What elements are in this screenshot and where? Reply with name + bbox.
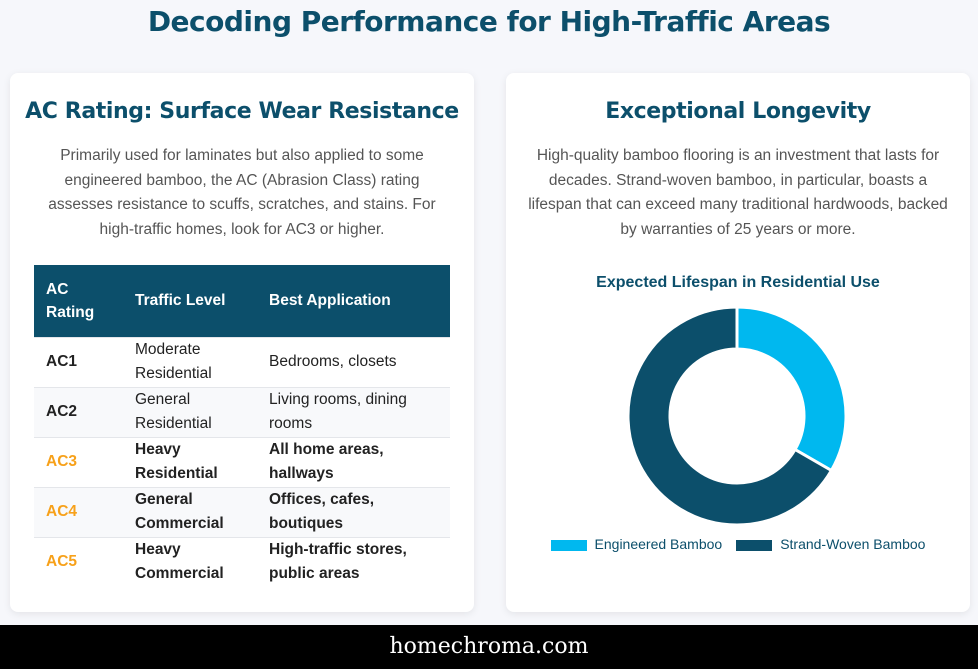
table-row: AC4 General Commercial Offices, cafes, bou… xyxy=(34,486,450,537)
chart-legend: Engineered Bamboo Strand-Woven Bamboo xyxy=(506,536,970,552)
table-row: AC2 General Residential Living rooms, dini… xyxy=(34,386,450,437)
legend-swatch xyxy=(550,539,587,551)
rating-cell: AC5 xyxy=(34,536,123,587)
card-heading: Exceptional Longevity xyxy=(605,99,871,124)
page-title: Decoding Performance for High-Traffic Ar… xyxy=(147,5,831,38)
card-body: High-quality bamboo flooring is an inves… xyxy=(528,147,948,238)
donut-chart xyxy=(626,305,848,527)
table-row: AC1 Moderate Residential Bedrooms, closets xyxy=(34,336,450,387)
application-cell: Offices, cafes, boutiques xyxy=(257,486,450,537)
legend-item[interactable]: Strand-Woven Bamboo xyxy=(736,536,925,552)
column-header: Traffic Level xyxy=(123,265,257,337)
ac-rating-card: AC Rating: Surface Wear Resistance Prima… xyxy=(10,73,474,612)
traffic-cell: General Residential xyxy=(123,386,257,437)
legend-label: Engineered Bamboo xyxy=(594,536,723,552)
traffic-cell: Heavy Commercial xyxy=(123,536,257,587)
application-cell: All home areas, hallways xyxy=(257,436,450,487)
longevity-card: Exceptional Longevity High-quality bambo… xyxy=(506,73,970,612)
card-body: Primarily used for laminates but also ap… xyxy=(48,147,436,238)
application-cell: Living rooms, dining rooms xyxy=(257,386,450,437)
table-row: AC5 Heavy Commercial High-traffic stores, … xyxy=(34,536,450,587)
traffic-cell: Moderate Residential xyxy=(123,336,257,387)
column-header: AC Rating xyxy=(34,265,123,337)
rating-cell: AC1 xyxy=(34,336,123,387)
column-header: Best Application xyxy=(257,265,450,337)
application-cell: Bedrooms, closets xyxy=(257,336,450,387)
card-heading: AC Rating: Surface Wear Resistance xyxy=(25,99,459,124)
footer-site-name: homechroma.com xyxy=(0,625,978,669)
traffic-cell: Heavy Residential xyxy=(123,436,257,487)
traffic-cell: General Commercial xyxy=(123,486,257,537)
table-row: AC3 Heavy Residential All home areas, hall… xyxy=(34,436,450,487)
donut-slice-engineered-bamboo[interactable] xyxy=(735,305,848,473)
rating-cell: AC4 xyxy=(34,486,123,537)
chart-title: Expected Lifespan in Residential Use xyxy=(596,274,880,291)
rating-cell: AC3 xyxy=(34,436,123,487)
donut-slice-strand-woven-bamboo[interactable] xyxy=(626,305,834,527)
application-cell: High-traffic stores, public areas xyxy=(257,536,450,587)
ac-rating-table: AC Rating Traffic Level Best Application… xyxy=(34,265,450,587)
legend-swatch xyxy=(736,539,773,551)
legend-item[interactable]: Engineered Bamboo xyxy=(550,536,723,552)
legend-label: Strand-Woven Bamboo xyxy=(780,536,926,552)
rating-cell: AC2 xyxy=(34,386,123,437)
